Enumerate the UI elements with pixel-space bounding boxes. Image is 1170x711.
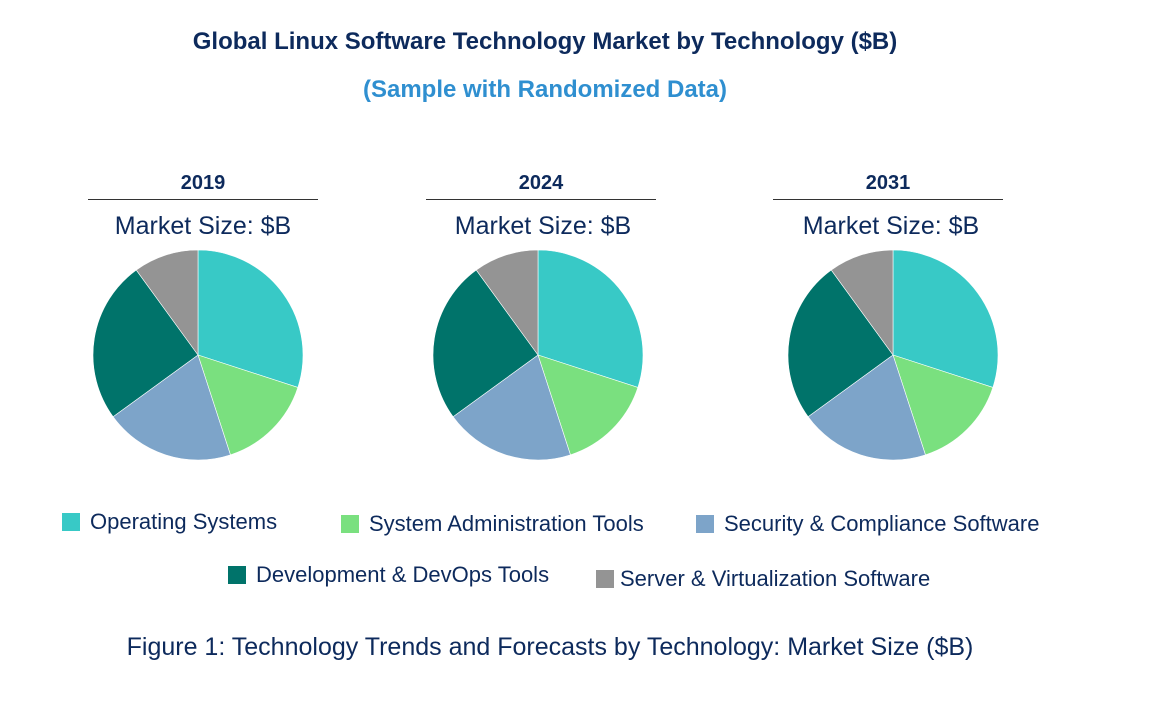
chart-title: Global Linux Software Technology Market … [192, 28, 898, 55]
market-size-label-2031: Market Size: $B [802, 212, 980, 240]
pie-slice-2019-system-administration-tools [197, 354, 299, 456]
pie-chart-2031 [787, 249, 999, 461]
pie-slice-2031-security-compliance-software [807, 354, 926, 461]
chart-subtitle: (Sample with Randomized Data) [362, 76, 728, 103]
pie-slice-2031-system-administration-tools [892, 354, 994, 456]
pie-slice-2031-operating-systems [892, 249, 999, 388]
legend-label: System Administration Tools [369, 511, 644, 536]
pie-slice-2024-operating-systems [537, 249, 644, 388]
figure-caption: Figure 1: Technology Trends and Forecast… [126, 633, 974, 661]
legend-item-security-compliance-software: Security & Compliance Software [696, 511, 1039, 537]
pie-slice-2031-server-virtualization-software [830, 249, 894, 356]
legend-label: Server & Virtualization Software [620, 566, 931, 591]
market-size-label-2024: Market Size: $B [454, 212, 632, 240]
pie-slice-2024-development-devops-tools [432, 269, 539, 418]
market-size-label-2019: Market Size: $B [114, 212, 292, 240]
legend-item-server-virtualization-software: Server & Virtualization Software [596, 566, 930, 592]
year-label-2031: 2031 [773, 172, 1003, 200]
year-label-2024: 2024 [426, 172, 656, 200]
pie-chart-2024 [432, 249, 644, 461]
legend-swatch [228, 566, 246, 584]
pie-slice-2019-server-virtualization-software [135, 249, 199, 356]
legend-item-operating-systems: Operating Systems [62, 509, 277, 535]
pie-slice-2019-development-devops-tools [92, 269, 199, 418]
legend-label: Development & DevOps Tools [256, 562, 550, 587]
year-label-2019: 2019 [88, 172, 318, 200]
pie-chart-2019 [92, 249, 304, 461]
pie-slice-2024-security-compliance-software [452, 354, 571, 461]
legend-item-development-devops-tools: Development & DevOps Tools [228, 562, 549, 588]
pie-slice-2019-operating-systems [197, 249, 304, 388]
legend-swatch [341, 515, 359, 533]
pie-slice-2031-development-devops-tools [787, 269, 894, 418]
pie-slice-2024-server-virtualization-software [475, 249, 539, 356]
legend-swatch [62, 513, 80, 531]
legend-swatch [696, 515, 714, 533]
legend-label: Security & Compliance Software [724, 511, 1040, 536]
pie-slice-2019-security-compliance-software [112, 354, 231, 461]
legend-item-system-administration-tools: System Administration Tools [341, 511, 644, 537]
pie-slice-2024-system-administration-tools [537, 354, 639, 456]
legend-label: Operating Systems [90, 509, 278, 534]
legend-swatch [596, 570, 614, 588]
